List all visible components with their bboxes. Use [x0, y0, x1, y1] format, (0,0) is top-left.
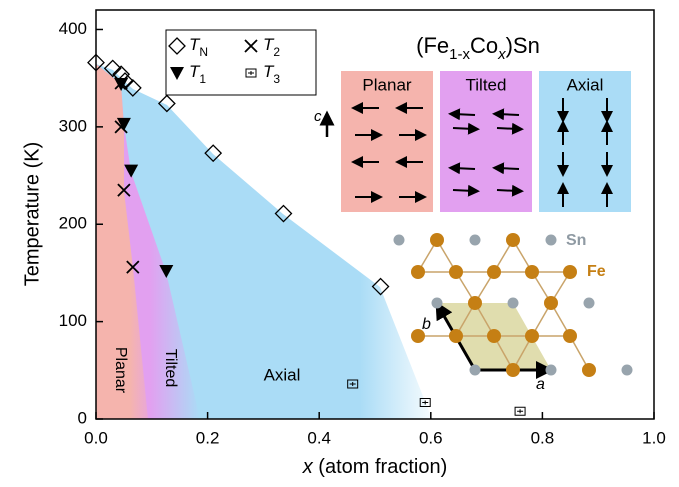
- chart: Planar Tilted Axial Temperature (K) x (a…: [0, 0, 679, 487]
- region-label: Axial: [264, 365, 301, 384]
- spin-panels: Planar Tilted Axial c: [314, 71, 631, 212]
- fe-atom: [582, 363, 596, 377]
- fe-atom: [544, 296, 558, 310]
- spin-arrow: [453, 190, 474, 191]
- region-label: Planar: [112, 347, 129, 394]
- point: [515, 407, 525, 415]
- fe-atom: [506, 363, 520, 377]
- spin-arrow: [498, 168, 519, 169]
- fe-atom: [449, 329, 463, 343]
- b-label: b: [422, 316, 431, 333]
- y-tick-label: 300: [59, 116, 87, 135]
- sn-atom: [394, 235, 405, 246]
- fe-atom: [487, 265, 501, 279]
- fe-atom: [525, 265, 539, 279]
- sn-atom: [508, 298, 519, 309]
- fe-atom: [563, 265, 577, 279]
- spin-arrow: [454, 168, 475, 169]
- fe-label: Fe: [587, 263, 606, 280]
- y-tick-label: 100: [59, 311, 87, 330]
- panel-title: Planar: [362, 75, 411, 94]
- sn-atom: [622, 365, 633, 376]
- a-label: a: [536, 376, 545, 393]
- panel-title: Tilted: [466, 75, 507, 94]
- sn-label: Sn: [566, 232, 586, 249]
- panel-title: Axial: [567, 75, 604, 94]
- fe-atom: [449, 265, 463, 279]
- fe-atom: [506, 233, 520, 247]
- y-tick-label: 400: [59, 19, 87, 38]
- x-tick-label: 0.0: [84, 428, 108, 447]
- c-label: c: [314, 108, 322, 125]
- x-tick-label: 1.0: [642, 428, 666, 447]
- spin-arrow: [497, 190, 518, 191]
- y-axis-label: Temperature (K): [21, 142, 43, 287]
- chart-title: (Fe1-xCox)Sn: [416, 33, 540, 64]
- x-tick-label: 0.6: [419, 428, 443, 447]
- x-tick-label: 0.2: [196, 428, 220, 447]
- x-axis-label: x (atom fraction): [302, 456, 447, 478]
- x-tick-label: 0.4: [307, 428, 331, 447]
- sn-atom: [432, 298, 443, 309]
- spin-arrow: [454, 114, 475, 115]
- y-tick-label: 0: [78, 408, 87, 427]
- sn-atom: [470, 365, 481, 376]
- spin-arrow: [498, 114, 519, 115]
- fe-atom: [430, 233, 444, 247]
- fe-atom: [411, 265, 425, 279]
- spin-arrow: [453, 128, 474, 129]
- lattice-diagram: [394, 233, 633, 377]
- sn-atom: [546, 235, 557, 246]
- fe-atom: [468, 296, 482, 310]
- sn-atom: [546, 365, 557, 376]
- sn-atom: [470, 235, 481, 246]
- fe-atom: [563, 329, 577, 343]
- fe-atom: [525, 329, 539, 343]
- sn-atom: [584, 298, 595, 309]
- y-tick-label: 200: [59, 214, 87, 233]
- x-tick-label: 0.8: [531, 428, 555, 447]
- spin-arrow: [497, 128, 518, 129]
- region-label: Tilted: [162, 349, 179, 388]
- fe-atom: [487, 329, 501, 343]
